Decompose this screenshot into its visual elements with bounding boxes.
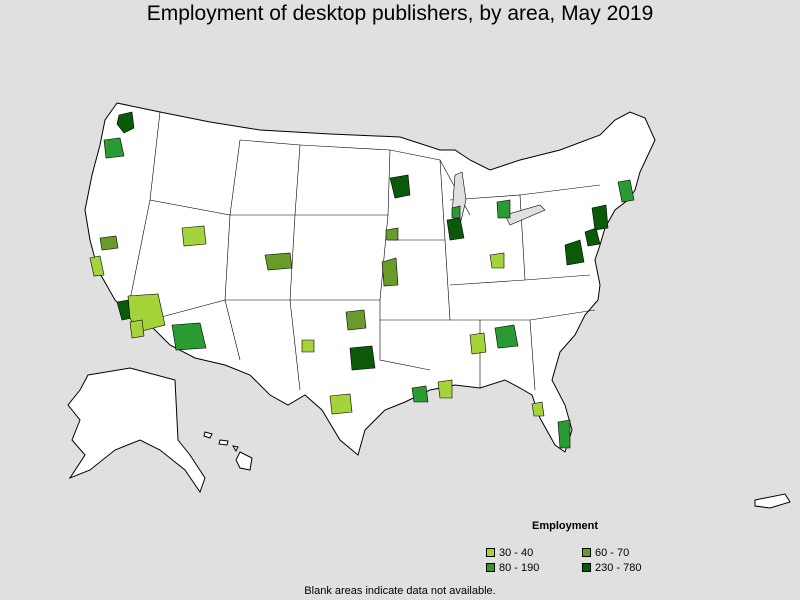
area-atlanta: [494, 324, 519, 349]
area-detroit: [496, 199, 511, 219]
area-kansas-city: [381, 257, 399, 287]
legend-swatch: [582, 548, 591, 557]
area-portland: [103, 137, 125, 159]
legend-title: Employment: [532, 520, 599, 532]
area-mobile: [437, 379, 453, 399]
area-tulsa: [345, 309, 367, 331]
legend-label: 30 - 40: [499, 546, 534, 559]
area-austin: [329, 393, 353, 415]
puerto-rico-shape: [754, 493, 791, 509]
legend-label: 80 - 190: [499, 561, 540, 574]
legend-item: 30 - 40: [486, 546, 582, 559]
employment-areas: [89, 111, 635, 449]
area-seattle: [116, 111, 135, 134]
contiguous-us-shape: [84, 102, 656, 456]
area-salt-lake: [181, 225, 207, 247]
legend-swatch: [486, 548, 495, 557]
legend-swatch: [486, 563, 495, 572]
region-boundaries: [129, 111, 601, 391]
legend-swatch: [582, 563, 591, 572]
area-dallas: [349, 345, 376, 371]
lake-erie: [504, 204, 546, 226]
area-birmingham: [469, 332, 487, 355]
legend-item: 80 - 190: [486, 561, 582, 574]
legend-item: 60 - 70: [582, 546, 682, 559]
area-bay-area: [89, 255, 105, 277]
area-tampa: [531, 401, 545, 417]
legend-label: 230 - 780: [595, 561, 642, 574]
area-phoenix: [171, 322, 207, 351]
legend-item: 230 - 780: [582, 561, 682, 574]
area-philadelphia: [584, 227, 601, 247]
area-sacramento: [99, 235, 119, 251]
hawaii-shape: [203, 431, 253, 471]
area-miami: [557, 419, 571, 449]
area-washington: [564, 239, 585, 266]
area-san-diego: [129, 319, 145, 339]
legend: Employment 30 - 40 60 - 70 80 - 190 230 …: [486, 520, 686, 574]
alaska-shape: [67, 367, 206, 494]
legend-label: 60 - 70: [595, 546, 630, 559]
area-boston: [617, 179, 635, 203]
area-albuquerque: [301, 339, 315, 353]
map-title: Employment of desktop publishers, by are…: [146, 2, 654, 25]
footnote: Blank areas indicate data not available.: [304, 585, 496, 597]
area-milwaukee: [451, 205, 461, 219]
area-new-orleans: [411, 385, 429, 403]
area-columbus: [489, 252, 505, 269]
area-des-moines: [385, 227, 399, 241]
area-new-york: [591, 204, 609, 231]
area-chicago: [446, 217, 465, 241]
area-minneapolis: [389, 174, 411, 199]
area-denver: [264, 252, 293, 271]
